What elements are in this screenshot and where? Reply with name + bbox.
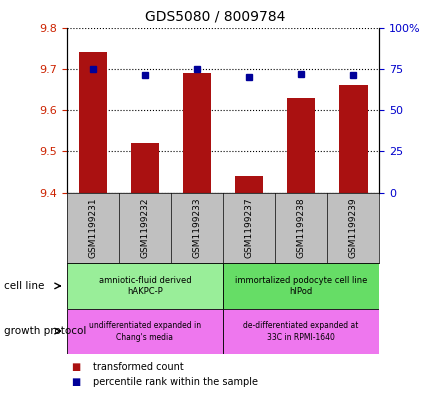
Text: percentile rank within the sample: percentile rank within the sample [92, 377, 257, 387]
Bar [130, 143, 159, 193]
Text: ■: ■ [71, 377, 80, 387]
Bar [338, 85, 367, 193]
Text: GSM1199233: GSM1199233 [192, 198, 201, 258]
Text: cell line: cell line [4, 281, 45, 291]
Text: GDS5080 / 8009784: GDS5080 / 8009784 [145, 10, 285, 24]
FancyBboxPatch shape [67, 309, 223, 354]
Bar [182, 73, 211, 193]
Text: GSM1199239: GSM1199239 [348, 198, 357, 258]
Text: de-differentiated expanded at
33C in RPMI-1640: de-differentiated expanded at 33C in RPM… [243, 321, 358, 342]
FancyBboxPatch shape [223, 263, 378, 309]
Text: ■: ■ [71, 362, 80, 373]
Text: amniotic-fluid derived
hAKPC-P: amniotic-fluid derived hAKPC-P [98, 275, 191, 296]
FancyBboxPatch shape [223, 309, 378, 354]
Bar [78, 52, 107, 193]
Text: growth protocol: growth protocol [4, 326, 86, 336]
Text: GSM1199232: GSM1199232 [140, 198, 149, 258]
Bar [234, 176, 263, 193]
Text: GSM1199231: GSM1199231 [88, 198, 97, 258]
Text: GSM1199238: GSM1199238 [296, 198, 305, 258]
FancyBboxPatch shape [67, 263, 223, 309]
Text: GSM1199237: GSM1199237 [244, 198, 253, 258]
Text: undifferentiated expanded in
Chang's media: undifferentiated expanded in Chang's med… [89, 321, 200, 342]
Text: immortalized podocyte cell line
hIPod: immortalized podocyte cell line hIPod [234, 275, 366, 296]
Text: transformed count: transformed count [92, 362, 183, 373]
Bar [286, 98, 315, 193]
